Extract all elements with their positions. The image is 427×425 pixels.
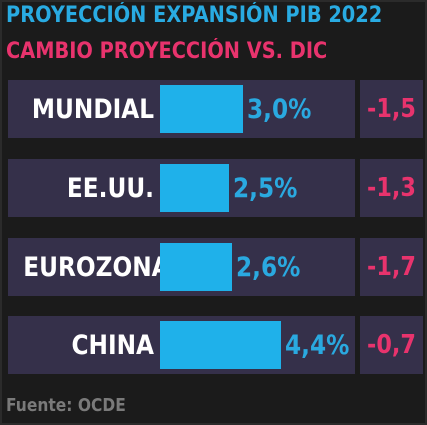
category-label: MUNDIAL bbox=[31, 94, 154, 125]
chart-title: PROYECCIÓN EXPANSIÓN PIB 2022 bbox=[6, 3, 383, 28]
change-label: -1,7 bbox=[367, 252, 416, 282]
bar-china bbox=[160, 321, 281, 369]
value-label: 2,5% bbox=[232, 173, 298, 204]
source-note: Fuente: OCDE bbox=[6, 395, 126, 416]
change-panel-china bbox=[360, 316, 423, 374]
change-panel-ee-uu bbox=[360, 159, 423, 217]
change-label: -1,3 bbox=[367, 173, 416, 203]
bar-eurozona bbox=[160, 243, 232, 291]
bar-mundial bbox=[160, 85, 243, 133]
change-panel-mundial bbox=[360, 80, 423, 138]
change-label: -0,7 bbox=[367, 330, 416, 360]
category-label: CHINA bbox=[71, 330, 154, 361]
value-label: 2,6% bbox=[235, 252, 300, 283]
change-panel-eurozona bbox=[360, 238, 423, 296]
category-label: EE.UU. bbox=[66, 173, 154, 204]
chart-subtitle: CAMBIO PROYECCIÓN VS. DIC bbox=[6, 39, 328, 64]
category-label: EUROZONA bbox=[23, 252, 170, 283]
change-label: -1,5 bbox=[367, 94, 416, 124]
bar-ee-uu bbox=[160, 164, 229, 212]
value-label: 4,4% bbox=[285, 330, 350, 361]
value-label: 3,0% bbox=[246, 94, 311, 125]
